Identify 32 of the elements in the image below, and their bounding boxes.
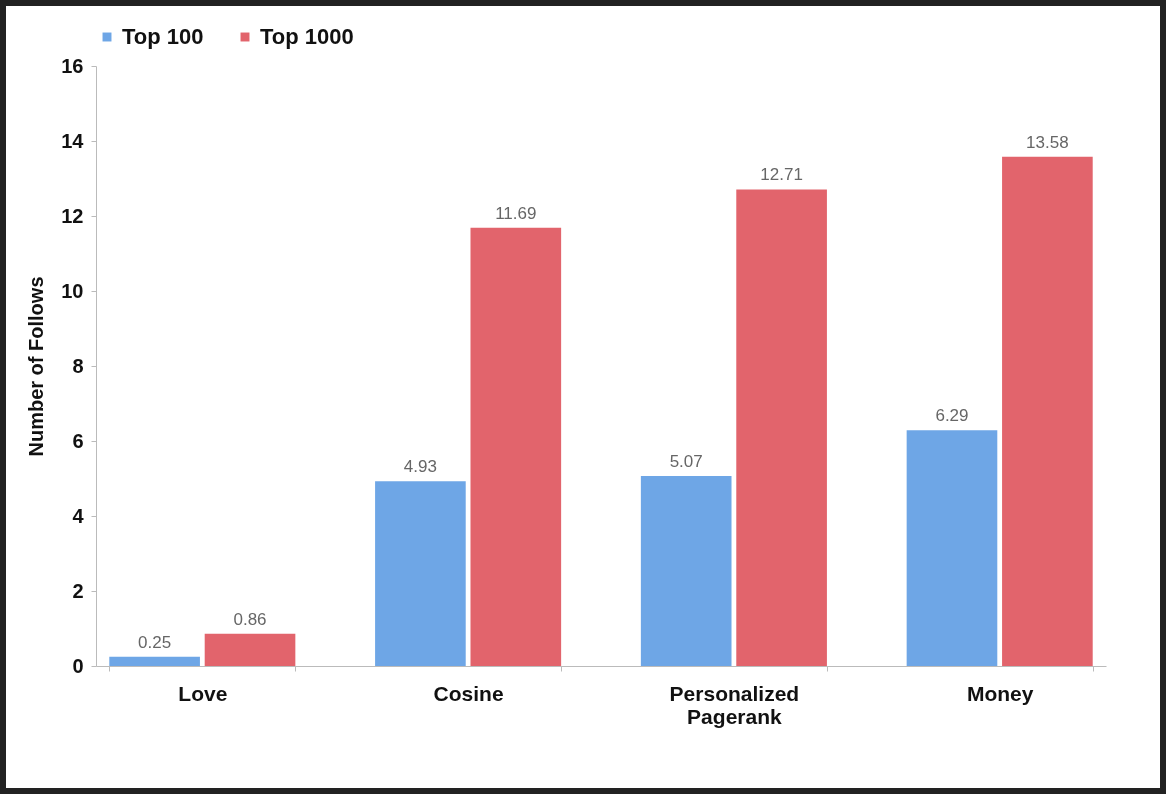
data-label: 0.86 bbox=[233, 609, 267, 629]
y-tick-label: 2 bbox=[72, 579, 84, 602]
x-tick-label: Love bbox=[178, 681, 228, 705]
data-label: 0.25 bbox=[138, 632, 172, 652]
data-label: 6.29 bbox=[935, 406, 969, 426]
bar bbox=[640, 475, 732, 666]
y-tick-label: 14 bbox=[61, 129, 85, 152]
x-tick-label: Money bbox=[966, 681, 1034, 705]
x-tick-label: Personalized Pagerank bbox=[669, 681, 800, 728]
bar bbox=[204, 633, 296, 666]
y-tick-label: 8 bbox=[72, 354, 84, 377]
bar bbox=[906, 430, 998, 666]
y-tick-label: 12 bbox=[61, 204, 84, 227]
bar bbox=[1002, 156, 1093, 666]
data-label: 5.07 bbox=[669, 451, 703, 471]
bar bbox=[109, 656, 200, 666]
data-label: 13.58 bbox=[1026, 132, 1069, 152]
y-tick-label: 10 bbox=[61, 279, 84, 302]
data-label: 4.93 bbox=[403, 457, 437, 477]
y-tick-label: 0 bbox=[72, 654, 84, 677]
x-tick-label: Cosine bbox=[433, 681, 504, 705]
bar bbox=[470, 227, 562, 666]
bar bbox=[375, 481, 466, 666]
legend-label: Top 100 bbox=[122, 24, 204, 49]
y-tick-label: 4 bbox=[72, 504, 85, 527]
data-label: 11.69 bbox=[495, 203, 537, 223]
legend-label: Top 1000 bbox=[260, 24, 354, 49]
bar bbox=[736, 189, 827, 666]
y-axis-title: Number of Follows bbox=[25, 276, 48, 457]
y-tick-label: 6 bbox=[72, 429, 84, 452]
data-label: 12.71 bbox=[760, 165, 803, 185]
y-tick-label: 16 bbox=[61, 54, 84, 77]
